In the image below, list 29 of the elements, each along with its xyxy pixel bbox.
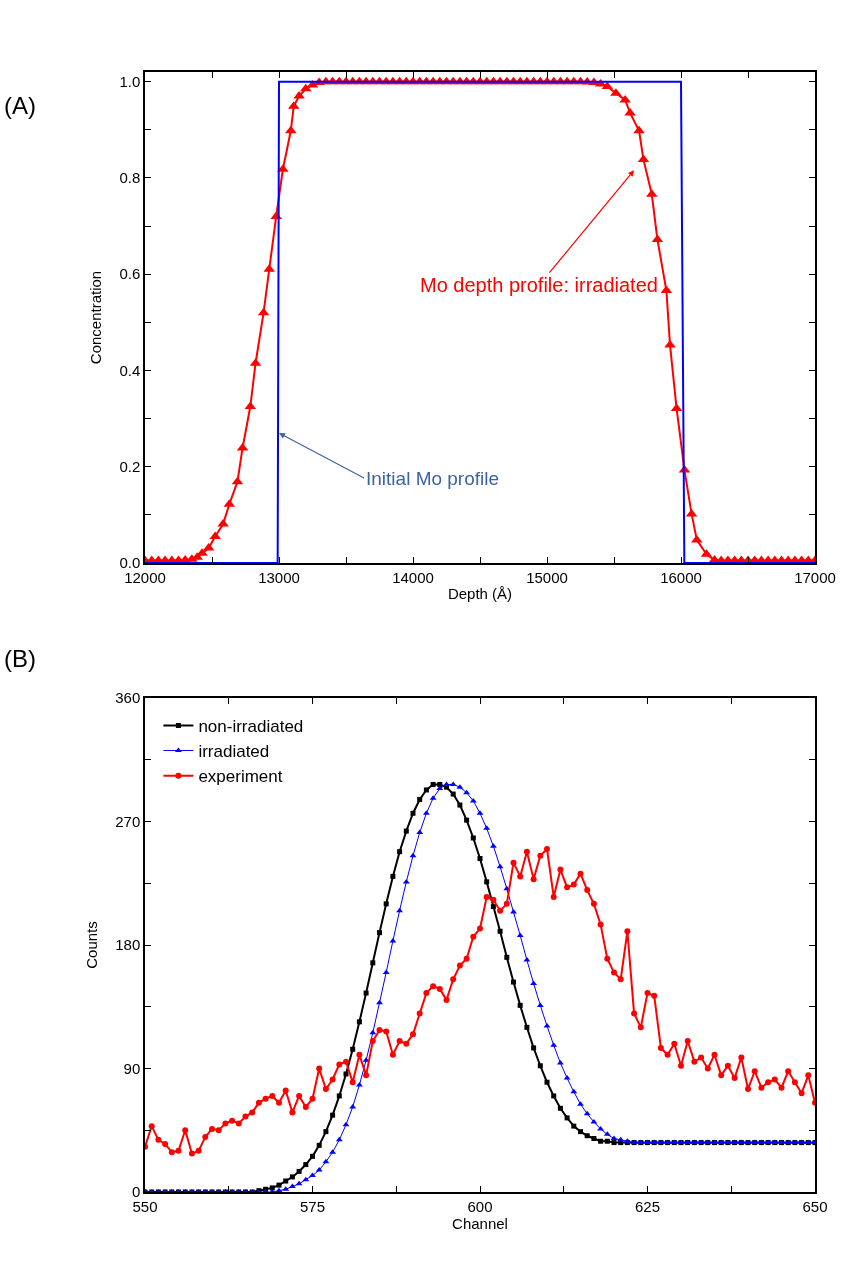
legend-label: irradiated bbox=[198, 742, 270, 762]
y-tick-label: 360 bbox=[115, 689, 141, 707]
x-tick-label: 13000 bbox=[258, 568, 300, 586]
y-tick-label: 0.8 bbox=[119, 169, 141, 187]
legend-label: experiment bbox=[198, 767, 283, 787]
y-tick-label: 0.2 bbox=[119, 457, 141, 475]
text: (B) bbox=[4, 645, 36, 672]
legend-label: non-irradiated bbox=[198, 717, 304, 737]
x-tick-label: 600 bbox=[467, 1197, 493, 1215]
y-tick-label: 90 bbox=[123, 1059, 141, 1077]
text: (A) bbox=[4, 92, 36, 119]
x-axis-title: Depth (Å) bbox=[447, 585, 513, 603]
x-tick-label: 625 bbox=[634, 1197, 661, 1215]
x-tick-label: 14000 bbox=[392, 568, 434, 586]
x-tick-label: 16000 bbox=[660, 568, 702, 586]
x-tick-label: 650 bbox=[802, 1197, 828, 1215]
annotation: Mo depth profile: irradiated bbox=[420, 274, 658, 296]
x-tick-label: 575 bbox=[299, 1197, 326, 1215]
annotation: Initial Mo profile bbox=[366, 468, 500, 489]
y-tick-label: 0.6 bbox=[119, 265, 141, 283]
y-axis-title: Counts bbox=[82, 921, 100, 969]
y-tick-label: 270 bbox=[115, 812, 141, 830]
y-axis-title: Concentration bbox=[87, 270, 105, 365]
y-tick-label: 0.4 bbox=[119, 361, 141, 379]
x-axis-title: Channel bbox=[452, 1214, 508, 1232]
y-tick-label: 1.0 bbox=[119, 72, 141, 90]
x-tick-label: 17000 bbox=[794, 568, 836, 586]
y-tick-label: 180 bbox=[115, 936, 141, 954]
x-tick-label: 15000 bbox=[526, 568, 568, 586]
